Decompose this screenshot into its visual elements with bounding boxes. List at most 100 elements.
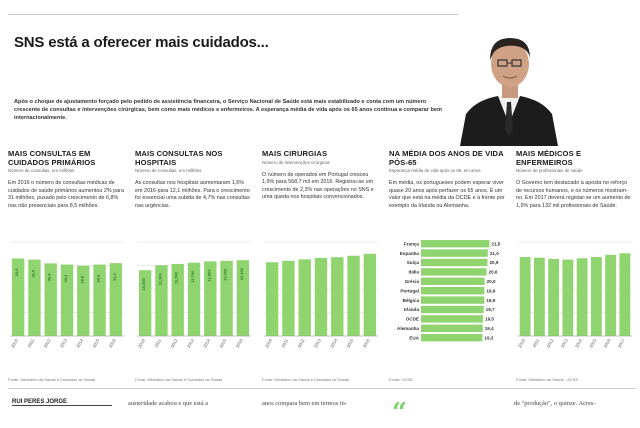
x-tick-label: 2011: [531, 337, 540, 348]
article-intro: Após o choque de ajustamento forçado pel…: [14, 99, 442, 121]
category-label: Itália: [409, 270, 420, 275]
category-label: Alemanha: [397, 326, 419, 331]
bar-value-label: 19,3: [484, 335, 493, 340]
category-label: Suíça: [407, 260, 420, 265]
section-health-staff: Mais médicos e enfermeiros Número de pro…: [516, 149, 634, 382]
x-tick-label: 2011: [26, 337, 35, 348]
bar: [421, 268, 487, 276]
bar: [187, 262, 201, 336]
bar: [314, 257, 328, 336]
bar-value-label: 12,000: [223, 268, 228, 281]
x-tick-label: 2014: [329, 337, 338, 348]
body-text-fragment: de "produção", o quinze. Acres-: [514, 400, 596, 407]
bar-value-label: 20,0: [487, 279, 496, 284]
bar-value-label: 11,500: [174, 271, 179, 284]
section-text: As consultas nos hospitais aumentaram 1,…: [135, 180, 250, 209]
bar-value-label: 19,7: [486, 307, 495, 312]
portrait-image: [456, 30, 562, 146]
chart-primary-care: 33,0 2010 32,5 2011 30,9 2012 30,4 2013 29,9 2014…: [10, 241, 124, 349]
chart-source: Fonte: OCDE: [389, 377, 414, 382]
x-tick-label: 2014: [202, 337, 211, 348]
x-tick-label: 2017: [617, 337, 626, 348]
x-tick-label: 2013: [59, 337, 68, 348]
bar: [421, 240, 490, 248]
x-tick-label: 2013: [560, 337, 569, 348]
bar: [421, 287, 485, 295]
bar: [421, 249, 488, 257]
minister-photo: [456, 30, 562, 146]
x-tick-label: 2010: [264, 337, 273, 348]
bar-value-label: 11,700: [190, 270, 195, 283]
bar: [60, 264, 74, 336]
section-title: Na média dos anos de vida pós-65: [389, 149, 504, 167]
bar: [11, 258, 25, 336]
bar: [421, 315, 484, 323]
section-hospital-consults: Mais consultas nos hospitais Número de c…: [135, 149, 253, 382]
x-tick-label: 2012: [545, 337, 554, 348]
bar-value-label: 30,4: [63, 274, 68, 283]
byline: RUI PERES JORGE: [12, 399, 68, 405]
section-text: O número de operados em Portugal cresceu…: [262, 171, 374, 201]
bar: [347, 255, 360, 336]
bar-value-label: 19,5: [485, 317, 494, 322]
x-tick-label: 2016: [108, 337, 117, 348]
bottom-rule: [8, 388, 636, 389]
section-text: Em média, os portugueses podem esperar v…: [389, 180, 505, 209]
bar: [93, 264, 106, 336]
chart-source: Fonte: Ministério da Saúde e Cuidados de…: [8, 377, 96, 382]
chart-hospital-consults: 10,500 2010 11,300 2011 11,500 2012 11,700 2013…: [137, 241, 251, 349]
bar-value-label: 30,4: [96, 274, 101, 283]
x-tick-label: 2010: [517, 337, 526, 348]
bar: [533, 257, 545, 336]
x-tick-label: 2010: [137, 337, 146, 348]
bar: [619, 253, 631, 336]
bar: [204, 261, 217, 336]
chart-life-expectancy: França 21,5 Espanha 21,0 Suíça 20,9 Itália 20,6…: [397, 240, 501, 342]
x-tick-label: 2014: [574, 337, 583, 348]
x-tick-label: 2015: [218, 337, 227, 348]
chart-source: Fonte: Ministério da Saúde - ACSS: [516, 377, 579, 382]
bar: [590, 257, 602, 336]
section-title: Mais consultas em cuidados primários: [8, 149, 96, 167]
infographic-columns: Mais consultas em cuidados primários Núm…: [8, 149, 636, 382]
bar-value-label: 33,0: [14, 268, 19, 277]
bar: [138, 270, 152, 336]
bar-value-label: 21,0: [490, 251, 499, 256]
bar: [265, 262, 279, 336]
body-text-fragment: austeridade acabou e que está a: [128, 400, 209, 407]
byline-rule: [12, 405, 112, 406]
section-subtitle: Esperança média de vida após os 65, em a…: [389, 168, 481, 174]
x-tick-label: 2016: [602, 337, 611, 348]
chart-surgeries: 2010 2011 2012 2013 2014 2015 2016: [264, 241, 378, 349]
category-label: Irlanda: [404, 307, 420, 312]
bar: [421, 305, 484, 314]
bar: [331, 257, 344, 336]
bar-value-label: 11,300: [157, 272, 162, 285]
bar-value-label: 12,100: [239, 267, 244, 280]
x-tick-label: 2012: [297, 337, 306, 348]
bar: [605, 254, 617, 336]
bar-value-label: 20,6: [489, 270, 498, 275]
bar: [363, 253, 377, 336]
x-tick-label: 2012: [43, 337, 52, 348]
x-tick-label: 2013: [313, 337, 322, 348]
bar-value-label: 11,900: [206, 269, 211, 282]
x-tick-label: 2015: [345, 337, 354, 348]
bar-value-label: 21,5: [491, 241, 500, 246]
chart-source: Fonte: Ministério da Saúde e Cuidados de…: [135, 377, 223, 382]
bar: [236, 260, 250, 336]
top-rule: [8, 14, 458, 15]
x-tick-label: 2010: [10, 337, 19, 348]
x-tick-label: 2016: [235, 337, 244, 348]
bar: [421, 258, 488, 267]
section-subtitle: Número de profissionais de saúde: [516, 168, 583, 174]
section-subtitle: Número de consultas, em milhões: [135, 168, 202, 174]
body-text-fragment: anos compara bem em termos in-: [262, 400, 348, 407]
bar: [421, 324, 483, 332]
section-text: Em 2016 o número de consultas médicas de…: [8, 180, 124, 209]
x-tick-label: 2013: [186, 337, 195, 348]
bar-value-label: 30,9: [47, 273, 52, 282]
category-label: Espanha: [400, 251, 420, 256]
bar: [519, 257, 531, 336]
chart-health-staff: 2010 2011 2012 2013 2014 2015 2016 2017: [517, 241, 632, 349]
